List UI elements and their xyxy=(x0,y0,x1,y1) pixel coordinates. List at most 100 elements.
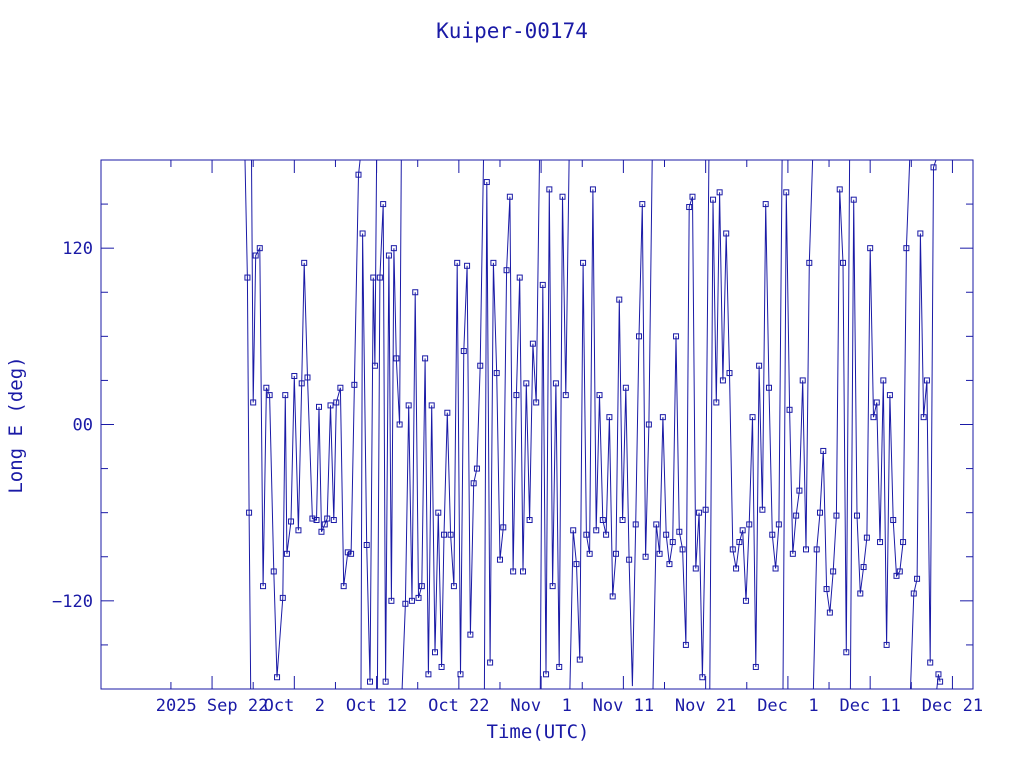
data-point xyxy=(679,546,686,553)
series-line xyxy=(376,159,402,690)
data-point xyxy=(723,230,730,237)
data-point xyxy=(467,631,474,638)
data-point xyxy=(900,539,907,546)
data-point xyxy=(927,659,934,666)
data-point xyxy=(516,274,523,281)
data-point xyxy=(490,259,497,266)
data-point xyxy=(749,414,756,421)
data-point xyxy=(769,531,776,538)
x-tick-label: Dec 11 xyxy=(839,696,900,716)
data-point xyxy=(523,380,530,387)
data-point xyxy=(288,518,295,525)
data-point xyxy=(739,527,746,534)
data-point xyxy=(799,377,806,384)
data-point xyxy=(359,230,366,237)
data-point xyxy=(830,568,837,575)
data-point xyxy=(266,392,273,399)
data-point xyxy=(583,531,590,538)
data-point xyxy=(783,189,790,196)
data-point xyxy=(355,171,362,178)
data-point xyxy=(418,583,425,590)
series-line xyxy=(251,159,361,678)
data-point xyxy=(854,512,861,519)
data-point xyxy=(626,556,633,563)
y-axis-ticks: −120 00 120 xyxy=(52,203,973,646)
data-point xyxy=(692,565,699,572)
data-point xyxy=(789,550,796,557)
data-point xyxy=(520,568,527,575)
x-tick-label: Oct 2 xyxy=(264,696,325,716)
data-point xyxy=(477,362,484,369)
y-tick-label: 120 xyxy=(62,239,93,259)
x-tick-label: Nov 1 xyxy=(510,696,571,716)
data-point xyxy=(546,186,553,193)
data-point xyxy=(742,597,749,604)
data-point xyxy=(256,245,263,252)
x-tick-label: Nov 11 xyxy=(593,696,654,716)
data-point xyxy=(549,583,556,590)
data-point xyxy=(444,409,451,416)
data-point xyxy=(344,549,351,556)
data-point xyxy=(765,384,772,391)
series-line xyxy=(849,159,911,690)
data-point xyxy=(803,546,810,553)
data-point xyxy=(333,399,340,406)
data-point xyxy=(556,663,563,670)
data-point xyxy=(710,196,717,203)
data-point xyxy=(580,259,587,266)
x-tick-label: Dec 1 xyxy=(757,696,818,716)
data-point xyxy=(327,402,334,409)
data-point xyxy=(348,550,355,557)
data-point xyxy=(447,531,454,538)
data-point xyxy=(857,590,864,597)
data-point xyxy=(890,517,897,524)
data-point xyxy=(686,204,693,211)
data-point xyxy=(653,521,660,528)
data-point xyxy=(274,674,281,681)
data-point xyxy=(676,528,683,535)
series-line xyxy=(569,159,653,690)
data-point xyxy=(291,373,298,380)
data-point xyxy=(772,565,779,572)
data-point xyxy=(435,509,442,516)
data-point xyxy=(441,531,448,538)
data-point xyxy=(840,259,847,266)
data-point xyxy=(616,296,623,303)
data-point xyxy=(263,384,270,391)
data-point xyxy=(562,392,569,399)
data-point xyxy=(460,348,467,355)
data-point xyxy=(663,531,670,538)
data-point xyxy=(526,517,533,524)
data-point xyxy=(914,575,921,582)
data-point xyxy=(719,377,726,384)
data-point xyxy=(337,384,344,391)
data-point xyxy=(603,531,610,538)
data-point xyxy=(632,521,639,528)
data-point xyxy=(736,539,743,546)
data-point xyxy=(500,524,507,531)
data-point xyxy=(880,377,887,384)
data-point xyxy=(806,259,813,266)
data-point xyxy=(318,528,325,535)
data-point xyxy=(756,362,763,369)
data-point xyxy=(282,392,289,399)
data-point xyxy=(813,546,820,553)
x-tick-label: 2025 Sep 22 xyxy=(156,696,269,716)
series-line xyxy=(401,159,484,690)
data-point xyxy=(860,564,867,571)
data-point xyxy=(279,594,286,601)
data-point xyxy=(886,392,893,399)
data-point xyxy=(612,550,619,557)
chart-title: Kuiper-00174 xyxy=(436,19,588,43)
data-point xyxy=(833,512,840,519)
data-point xyxy=(503,267,510,274)
x-tick-label: Oct 22 xyxy=(428,696,489,716)
data-point xyxy=(454,259,461,266)
data-point xyxy=(642,553,649,560)
series-points xyxy=(244,164,944,685)
data-point xyxy=(371,362,378,369)
data-point xyxy=(408,597,415,604)
data-point xyxy=(552,380,559,387)
data-point xyxy=(883,641,890,648)
